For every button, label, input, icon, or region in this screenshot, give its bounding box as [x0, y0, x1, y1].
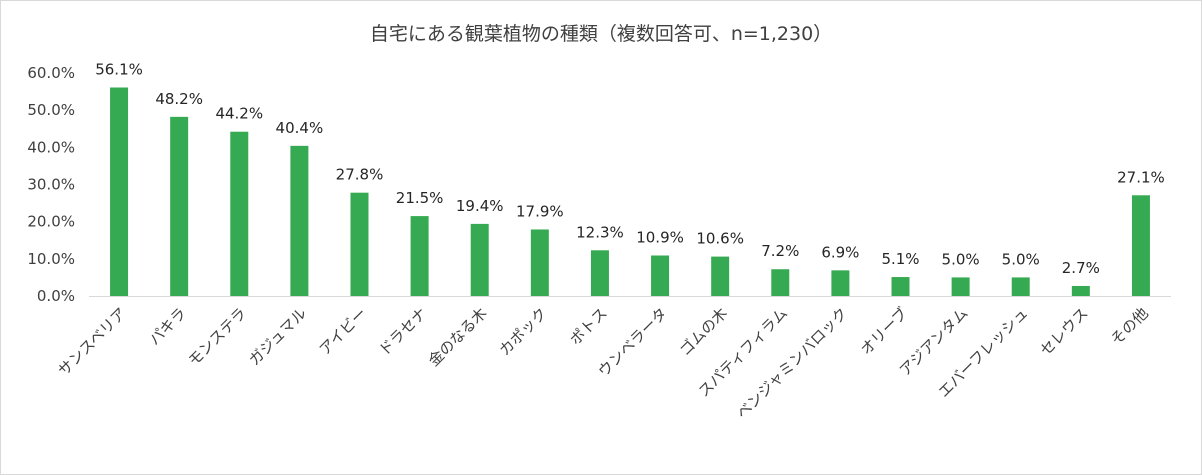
bar — [891, 277, 910, 296]
category-label: オリーブ — [857, 304, 912, 359]
category-label: その他 — [1107, 304, 1152, 349]
bar — [1071, 285, 1090, 296]
data-label: 10.9% — [636, 228, 684, 246]
data-label: 2.7% — [1062, 259, 1100, 277]
y-tick-label: 20.0% — [27, 213, 75, 231]
y-tick-label: 50.0% — [27, 101, 75, 119]
category-label: パキラ — [145, 304, 190, 349]
data-label: 27.1% — [1117, 168, 1165, 186]
data-label: 5.1% — [881, 250, 919, 268]
category-label: ガジュマル — [245, 304, 310, 369]
category-label: ドラセナ — [375, 304, 430, 359]
category-label: サンスベリア — [54, 304, 129, 379]
category-label: セレウス — [1036, 304, 1091, 359]
bar — [410, 216, 429, 296]
bars — [110, 87, 1150, 297]
category-label: アイビー — [316, 304, 371, 359]
bar — [110, 87, 129, 297]
bar — [470, 223, 489, 296]
bar — [170, 116, 189, 297]
y-axis: 0.0% 10.0% 20.0% 30.0% 40.0% 50.0% 60.0% — [27, 64, 75, 305]
bar — [831, 270, 850, 296]
data-label: 44.2% — [215, 105, 263, 123]
data-label: 21.5% — [396, 189, 444, 207]
y-tick-label: 30.0% — [27, 176, 75, 194]
category-label: 金のなる木 — [425, 304, 491, 370]
category-label: ベンジャミンバロック — [733, 304, 851, 422]
bar — [230, 131, 249, 296]
category-label: モンステラ — [185, 304, 251, 370]
chart-title: 自宅にある観葉植物の種類（複数回答可、n=1,230） — [369, 23, 833, 45]
data-label: 56.1% — [95, 60, 143, 78]
y-tick-label: 10.0% — [27, 250, 75, 268]
data-label: 48.2% — [155, 90, 203, 108]
y-tick-label: 60.0% — [27, 64, 75, 82]
category-label: カポック — [495, 304, 550, 359]
data-label: 5.0% — [942, 250, 980, 268]
bar — [350, 192, 369, 296]
data-label: 5.0% — [1002, 250, 1040, 268]
category-label: ポトス — [566, 304, 611, 349]
data-label: 27.8% — [336, 166, 384, 184]
bar — [1011, 277, 1030, 296]
category-label: ゴムの木 — [676, 304, 731, 359]
bar — [1131, 195, 1150, 296]
bar — [651, 255, 670, 296]
data-label: 7.2% — [761, 242, 799, 260]
data-label: 17.9% — [516, 202, 564, 220]
bar — [290, 145, 309, 296]
data-label: 6.9% — [821, 243, 859, 261]
y-tick-label: 40.0% — [27, 138, 75, 156]
bar — [771, 269, 790, 296]
data-label: 40.4% — [276, 119, 324, 137]
data-label: 12.3% — [576, 223, 624, 241]
data-label: 19.4% — [456, 197, 504, 215]
bar — [951, 277, 970, 296]
bar — [711, 256, 730, 296]
bar — [590, 250, 609, 296]
data-label: 10.6% — [696, 230, 744, 248]
y-tick-label: 0.0% — [37, 287, 75, 305]
bar — [530, 229, 549, 296]
data-labels: 56.1% 48.2% 44.2% 40.4% 27.8% 21.5% 19.4% 17.9%… — [95, 60, 1165, 276]
